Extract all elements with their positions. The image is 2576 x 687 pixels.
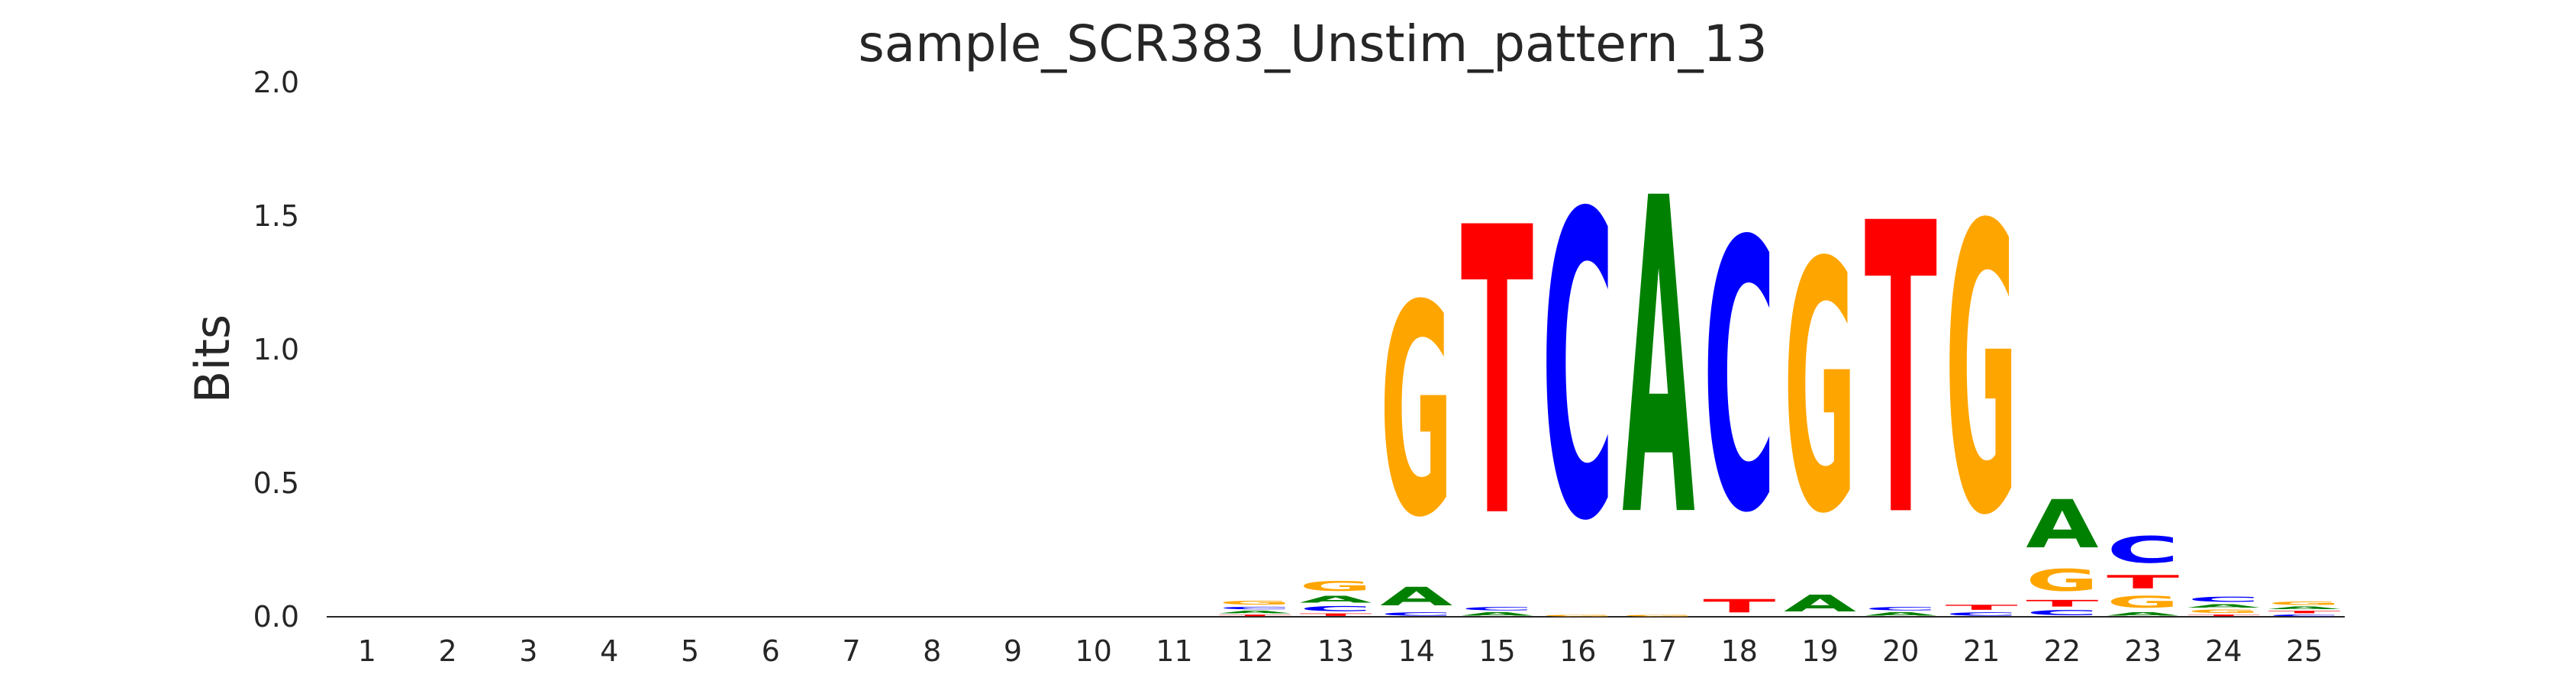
logo-letter-g: G	[2026, 564, 2098, 598]
logo-letter-c: C	[1461, 606, 1533, 611]
x-tick-label: 19	[1801, 634, 1838, 668]
logo-letter-a: A	[2188, 603, 2260, 608]
logo-letter-t: T	[1865, 140, 1938, 605]
logo-letter-c: C	[1380, 611, 1452, 617]
logo-letter-a: A	[1784, 590, 1856, 617]
x-tick-label: 20	[1882, 634, 1919, 668]
logo-letter-t: T	[1461, 146, 1534, 605]
logo-letter-a: A	[2026, 486, 2098, 563]
x-tick-label: 2	[439, 634, 457, 668]
logo-letter-a: A	[1461, 611, 1533, 617]
y-axis-label: Bits	[185, 314, 240, 403]
logo-letter-t: T	[1703, 595, 1775, 617]
x-tick-label: 12	[1236, 634, 1273, 668]
logo-letter-a: A	[1622, 107, 1695, 612]
x-tick-label: 9	[1004, 634, 1022, 668]
x-tick-label: 15	[1478, 634, 1515, 668]
logo-letter-a: A	[2268, 606, 2341, 610]
x-tick-label: 21	[1963, 634, 2000, 668]
x-tick-label: 22	[2044, 634, 2081, 668]
y-tick-label: 0.0	[253, 600, 299, 634]
x-tick-label: 10	[1075, 634, 1112, 668]
logo-letter-t: T	[2026, 598, 2099, 609]
logo-letter-g: G	[1299, 578, 1372, 594]
y-tick-label: 1.5	[253, 199, 299, 233]
logo-letter-g: G	[2268, 601, 2341, 606]
x-tick-label: 16	[1559, 634, 1596, 668]
y-tick-label: 0.5	[253, 466, 299, 500]
x-tick-label: 25	[2286, 634, 2323, 668]
x-tick-label: 18	[1721, 634, 1758, 668]
x-tick-label: 11	[1156, 634, 1192, 668]
logo-letter-c: C	[1865, 606, 1937, 611]
x-tick-label: 17	[1640, 634, 1677, 668]
logo-letter-g: G	[2107, 593, 2179, 611]
logo-letter-g: G	[1380, 244, 1452, 582]
x-tick-label: 5	[681, 634, 699, 668]
logo-letter-c: C	[2188, 595, 2260, 603]
x-tick-label: 1	[358, 634, 376, 668]
x-tick-label: 23	[2124, 634, 2161, 668]
logo-letter-g: G	[1219, 599, 1291, 606]
logo-letter-t: T	[1299, 613, 1372, 617]
logo-letter-c: C	[2107, 529, 2179, 572]
logo-letter-t: T	[1219, 614, 1291, 617]
x-tick-label: 4	[600, 634, 618, 668]
logo-letter-a: A	[1299, 594, 1372, 605]
chart-title: sample_SCR383_Unstim_pattern_13	[858, 15, 1767, 73]
x-tick-label: 6	[762, 634, 780, 668]
logo-letter-a: A	[2107, 611, 2179, 617]
x-tick-label: 8	[923, 634, 941, 668]
x-tick-label: 3	[519, 634, 537, 668]
logo-letter-g: G	[1542, 614, 1614, 617]
x-tick-labels: 1 2 3 4 5 6 7 8 9 10 11 12 13 14 15 16 17 18 19 20 21 22 23 24 2…	[358, 634, 2323, 668]
logo-letter-c: C	[1703, 163, 1775, 594]
x-tick-label: 14	[1398, 634, 1435, 668]
x-tick-label: 13	[1317, 634, 1354, 668]
logo-letter-g: G	[2188, 609, 2260, 614]
logo-letter-c: C	[1299, 605, 1372, 612]
logo-letter-t: T	[2107, 572, 2179, 593]
logo-letter-t: T	[2268, 610, 2341, 614]
logo-letter-c: C	[1542, 126, 1614, 612]
x-tick-label: 24	[2205, 634, 2242, 668]
logo-letter-c: C	[2268, 614, 2341, 617]
logo-letter-c: C	[2026, 609, 2098, 617]
logo-letter-g: G	[1784, 191, 1856, 589]
y-tick-label: 2.0	[253, 66, 299, 99]
logo-letter-g: G	[1945, 143, 2017, 602]
x-tick-label: 7	[842, 634, 860, 668]
logo-letter-t: T	[1945, 604, 2017, 611]
logo-letter-a: A	[1380, 582, 1453, 611]
logo-letter-a: A	[1865, 611, 1937, 617]
y-tick-labels: 0.0 0.5 1.0 1.5 2.0	[253, 66, 299, 634]
logo-letter-c: C	[1219, 606, 1291, 610]
y-tick-label: 1.0	[253, 333, 299, 366]
logo-letter-c: C	[1945, 611, 2017, 617]
logo-letter-g: G	[1622, 614, 1694, 617]
logo-letter-a: A	[1219, 610, 1291, 614]
logo-letter-t: T	[2188, 614, 2260, 617]
